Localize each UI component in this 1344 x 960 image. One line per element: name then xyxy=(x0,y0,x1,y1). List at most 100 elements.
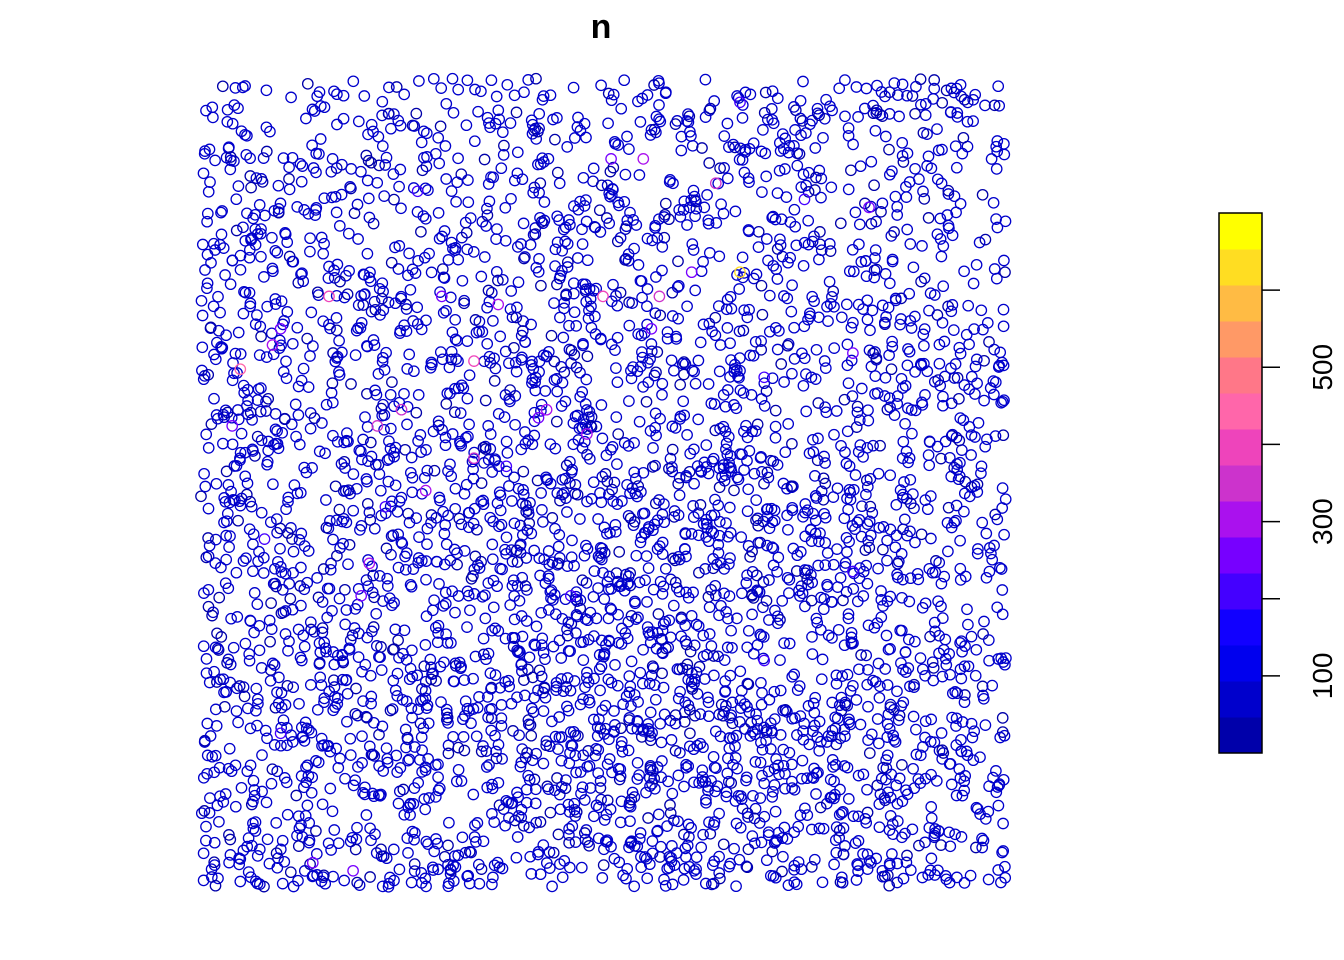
data-point xyxy=(925,812,938,824)
data-point xyxy=(770,263,783,276)
data-point xyxy=(519,437,532,450)
data-point xyxy=(614,816,627,829)
data-point xyxy=(563,836,575,849)
data-point xyxy=(427,72,440,85)
data-point xyxy=(432,863,444,876)
data-point xyxy=(461,621,473,633)
data-point xyxy=(610,362,622,374)
data-point xyxy=(502,674,515,687)
data-point xyxy=(909,366,921,378)
data-point xyxy=(420,610,433,623)
data-point xyxy=(678,368,690,381)
data-point xyxy=(442,747,455,760)
data-point xyxy=(702,378,715,390)
data-point xyxy=(381,454,394,466)
data-point xyxy=(468,355,480,367)
data-point xyxy=(850,874,863,886)
data-point xyxy=(286,255,299,268)
data-point xyxy=(694,737,707,750)
data-point xyxy=(326,396,339,409)
data-point xyxy=(292,840,305,852)
data-point xyxy=(255,330,267,343)
data-point xyxy=(746,830,759,842)
data-point xyxy=(949,828,961,841)
data-point xyxy=(574,636,587,649)
data-point xyxy=(200,104,212,117)
data-point xyxy=(406,644,418,657)
data-point xyxy=(671,281,684,293)
data-point xyxy=(324,782,337,795)
data-point xyxy=(713,250,726,263)
data-point xyxy=(642,562,655,574)
data-point xyxy=(934,212,947,225)
data-point xyxy=(834,217,847,230)
data-point xyxy=(513,594,526,607)
data-point xyxy=(955,90,967,103)
data-point xyxy=(512,276,525,289)
data-point xyxy=(242,832,255,844)
data-point xyxy=(624,512,637,525)
data-point xyxy=(881,718,894,730)
data-point xyxy=(721,641,734,654)
data-point xyxy=(356,730,368,743)
data-point xyxy=(583,453,596,465)
data-point xyxy=(549,133,561,146)
data-point xyxy=(221,406,234,419)
data-point xyxy=(736,587,748,600)
data-point xyxy=(783,746,796,759)
data-point xyxy=(744,551,756,563)
data-point xyxy=(786,758,798,771)
data-point xyxy=(682,818,695,831)
data-point xyxy=(460,478,473,491)
data-point xyxy=(922,212,935,224)
data-point xyxy=(735,684,748,697)
data-point xyxy=(355,519,368,532)
data-point xyxy=(786,670,799,683)
data-point xyxy=(392,263,405,275)
data-point xyxy=(604,803,617,816)
data-point xyxy=(580,824,593,836)
data-point xyxy=(867,674,879,687)
data-point xyxy=(968,725,981,738)
data-point xyxy=(432,771,444,784)
data-point xyxy=(342,558,354,571)
data-point xyxy=(833,831,846,844)
data-point xyxy=(935,177,948,190)
data-point xyxy=(318,696,330,709)
data-point xyxy=(350,682,362,695)
data-point xyxy=(594,487,606,499)
data-point xyxy=(529,228,542,240)
data-point xyxy=(585,411,598,423)
data-point xyxy=(272,555,284,568)
data-point xyxy=(197,847,210,860)
data-point xyxy=(870,104,883,117)
data-point xyxy=(331,258,344,271)
data-point xyxy=(837,848,850,861)
data-point xyxy=(497,149,510,161)
data-point xyxy=(801,504,814,517)
data-point xyxy=(910,723,922,736)
data-point xyxy=(544,806,557,819)
data-point xyxy=(526,118,539,131)
data-point xyxy=(589,310,601,323)
data-point xyxy=(580,295,593,308)
data-point xyxy=(800,405,813,418)
data-point xyxy=(986,553,999,566)
data-point xyxy=(489,729,501,742)
data-point xyxy=(712,300,725,312)
data-point xyxy=(955,635,968,648)
data-point xyxy=(835,807,848,819)
data-point xyxy=(344,732,357,745)
data-point xyxy=(823,238,836,250)
data-point xyxy=(426,604,439,617)
data-point xyxy=(376,140,389,152)
data-point xyxy=(728,484,740,497)
data-point xyxy=(698,201,711,214)
data-point xyxy=(622,744,635,757)
data-point xyxy=(921,128,933,140)
data-point xyxy=(260,121,273,134)
data-point xyxy=(593,801,605,814)
data-point xyxy=(729,358,741,371)
data-point xyxy=(849,523,861,535)
data-point xyxy=(261,458,273,471)
